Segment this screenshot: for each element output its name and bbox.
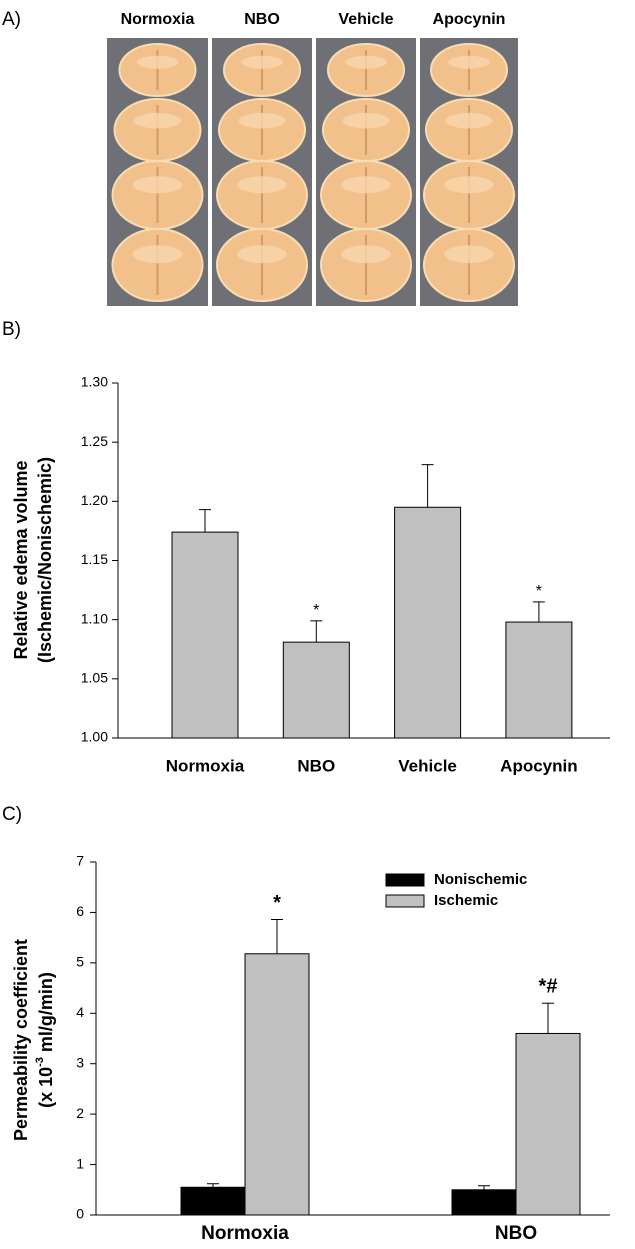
slice-highlight [444,245,494,264]
slice-highlight [136,55,179,69]
significance-marker: * [536,583,542,600]
x-tick-label: NBO [297,756,335,775]
bar [394,506,462,739]
y-tick-label: 1.25 [81,433,108,449]
bar [505,621,573,739]
column-label: NBO [244,11,280,28]
y-tick-label: 5 [76,954,84,970]
y-axis-label: (x 10-3 ml/g/min) [34,972,56,1108]
y-axis-label: Permeability coefficient [11,939,31,1141]
significance-marker: * [273,892,281,914]
x-tick-label: Normoxia [201,1223,289,1244]
slice-highlight [341,176,391,194]
photo-panel [107,38,518,306]
y-tick-label: 1.10 [81,610,108,626]
y-axis-label-part: ml/g/min) [36,972,56,1057]
y-tick-label: 1 [76,1155,84,1171]
legend-swatch [385,894,425,908]
bar [515,1032,581,1216]
y-tick-label: 1.00 [81,729,108,745]
slice-highlight [445,112,493,129]
panel-label: A) [2,9,21,30]
bar [171,531,239,739]
y-tick-label: 1.15 [81,551,108,567]
y-tick-label: 3 [76,1054,84,1070]
slice-highlight [132,245,183,264]
bar [180,1186,246,1216]
panel-label: C) [2,804,22,825]
y-tick-label: 2 [76,1105,84,1121]
slice-highlight [342,112,390,129]
legend-swatch [385,873,425,887]
x-tick-label: NBO [495,1223,537,1244]
y-axis-label: (Ischemic/Nonischemic) [35,457,55,663]
significance-marker: *# [539,975,558,997]
y-tick-label: 4 [76,1004,84,1020]
x-tick-label: Normoxia [166,756,245,775]
slice-highlight [448,55,490,69]
slice-highlight [237,245,287,264]
bar [282,641,350,739]
y-axis-label-part: (x 10 [36,1067,56,1108]
bar [244,953,310,1216]
y-tick-label: 6 [76,903,84,919]
column-label: Normoxia [121,11,195,28]
y-axis-label: Relative edema volume [11,460,31,659]
column-label: Vehicle [338,11,393,28]
y-tick-label: 7 [76,853,84,869]
slice-highlight [341,245,391,264]
x-tick-label: Apocynin [500,756,577,775]
slice-highlight [444,176,494,194]
panel-label: B) [2,319,21,340]
y-tick-label: 1.20 [81,492,108,508]
slice-highlight [345,55,387,69]
slice-highlight [237,176,287,194]
legend-label: Nonischemic [434,871,527,888]
legend-label: Ischemic [434,892,498,909]
y-tick-label: 1.30 [81,374,108,390]
bar [451,1189,517,1216]
x-tick-label: Vehicle [398,756,457,775]
y-tick-label: 1.05 [81,670,108,686]
y-axis-label-superscript: -3 [34,1057,46,1067]
significance-marker: * [313,602,319,619]
column-label: Apocynin [433,11,506,28]
y-tick-label: 0 [76,1206,84,1222]
slice-highlight [133,112,182,129]
slice-highlight [132,176,183,194]
slice-highlight [238,112,286,129]
slice-highlight [241,55,283,69]
